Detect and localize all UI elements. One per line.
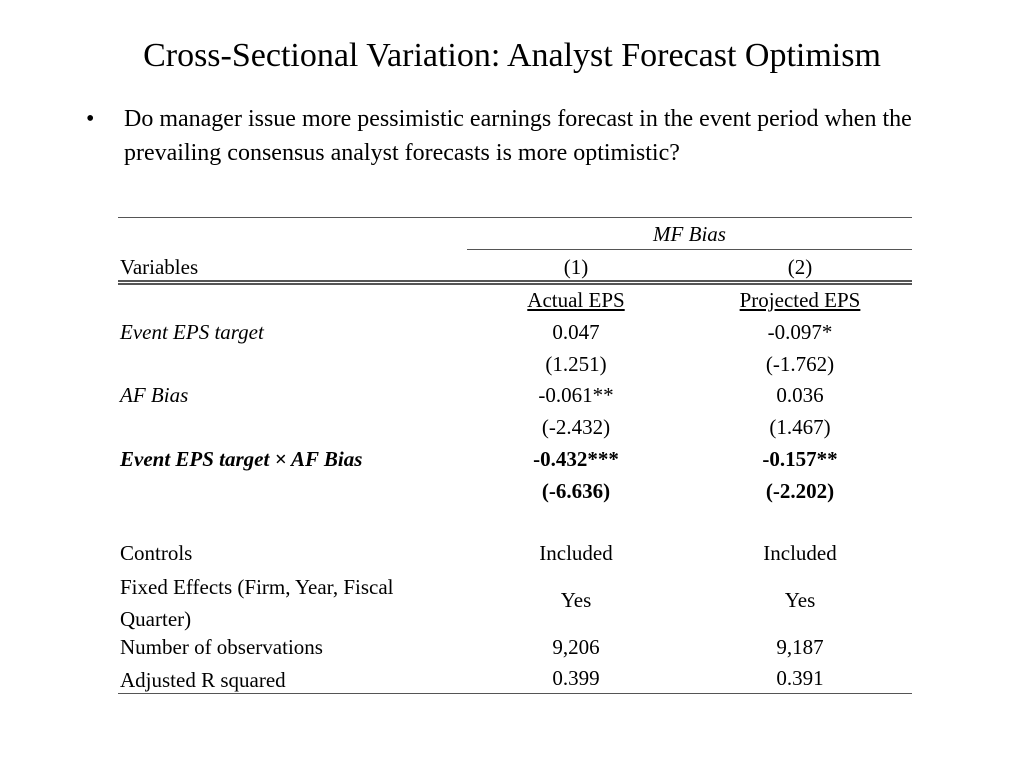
footer-cell: 0.399 [552,666,600,690]
tstat-cell: (-1.762) [765,352,835,376]
row-label-af-bias: AF Bias [120,383,189,407]
footer-cell: 0.391 [776,666,824,690]
footer-cell: Included [763,541,837,565]
header-rule-1 [118,280,912,282]
coef-cell: -0.061** [538,383,614,407]
coef-cell: 0.036 [776,383,824,407]
footer-cell: 9,206 [552,635,600,659]
row-label-interaction: Event EPS target × AF Bias [120,447,363,471]
tstat-cell: (-2.202) [765,479,835,503]
footer-label-observations: Number of observations [120,635,323,659]
footer-label-controls: Controls [120,541,193,565]
footer-cell: Yes [560,588,592,612]
footer-cell: 9,187 [776,635,824,659]
bullet-marker: • [86,106,95,132]
slide-title: Cross-Sectional Variation: Analyst Forec… [143,37,881,74]
tstat-cell: (1.251) [545,352,607,376]
footer-cell: Included [539,541,613,565]
footer-label-adjusted-r2: Adjusted R squared [120,668,286,692]
footer-cell: Yes [784,588,816,612]
table-top-rule [118,217,912,218]
coef-cell: 0.047 [552,320,600,344]
coef-cell: -0.432*** [533,447,619,471]
bullet-text: Do manager issue more pessimistic earnin… [124,106,912,166]
variables-header: Variables [120,255,199,279]
group-header-rule [467,249,912,250]
col-number-2: (2) [787,255,813,279]
tstat-cell: (-6.636) [541,479,611,503]
footer-label-fixed-effects: Fixed Effects (Firm, Year, Fiscal Quarte… [120,575,394,631]
col-name-2: Projected EPS [739,288,861,312]
tstat-cell: (-2.432) [541,415,611,439]
table-bottom-rule [118,693,912,694]
col-name-1: Actual EPS [527,288,625,312]
coef-cell: -0.157** [762,447,838,471]
col-number-1: (1) [563,255,589,279]
header-rule-2 [118,283,912,285]
coef-cell: -0.097* [767,320,833,344]
tstat-cell: (1.467) [769,415,831,439]
row-label-event-eps-target: Event EPS target [120,320,264,344]
group-header: MF Bias [653,222,726,246]
